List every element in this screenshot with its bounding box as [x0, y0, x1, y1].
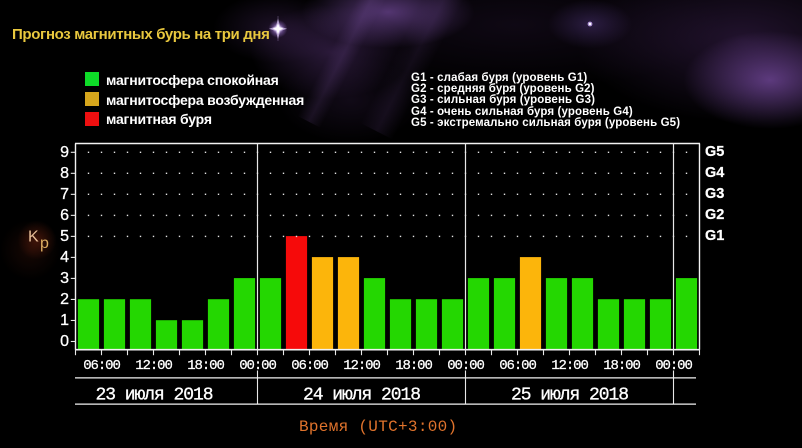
svg-text:p: p [40, 235, 49, 252]
svg-text:1: 1 [60, 312, 69, 329]
svg-text:6: 6 [60, 207, 69, 224]
svg-text:8: 8 [60, 165, 69, 182]
svg-text:K: K [28, 229, 39, 246]
svg-text:G5: G5 [705, 144, 724, 160]
svg-text:0: 0 [60, 333, 69, 350]
svg-text:23 июля 2018: 23 июля 2018 [95, 385, 212, 405]
svg-text:06:00: 06:00 [499, 358, 536, 374]
svg-text:25 июля 2018: 25 июля 2018 [511, 385, 628, 405]
svg-text:00:00: 00:00 [655, 358, 692, 374]
svg-text:18:00: 18:00 [395, 358, 432, 374]
svg-text:G1: G1 [705, 228, 724, 244]
svg-text:06:00: 06:00 [291, 358, 328, 374]
svg-text:4: 4 [60, 249, 69, 266]
svg-text:5: 5 [60, 228, 69, 245]
svg-text:G4: G4 [705, 165, 724, 181]
svg-text:3: 3 [60, 270, 69, 287]
svg-text:18:00: 18:00 [187, 358, 224, 374]
svg-text:18:00: 18:00 [603, 358, 640, 374]
svg-text:00:00: 00:00 [239, 358, 276, 374]
svg-text:06:00: 06:00 [83, 358, 120, 374]
svg-text:G3: G3 [705, 186, 724, 202]
svg-text:2: 2 [60, 291, 69, 308]
svg-text:00:00: 00:00 [447, 358, 484, 374]
svg-text:12:00: 12:00 [551, 358, 588, 374]
svg-text:G2: G2 [705, 207, 724, 223]
svg-text:24 июля 2018: 24 июля 2018 [303, 385, 420, 405]
svg-text:12:00: 12:00 [343, 358, 380, 374]
svg-text:9: 9 [60, 144, 69, 161]
svg-text:12:00: 12:00 [135, 358, 172, 374]
svg-text:7: 7 [60, 186, 69, 203]
